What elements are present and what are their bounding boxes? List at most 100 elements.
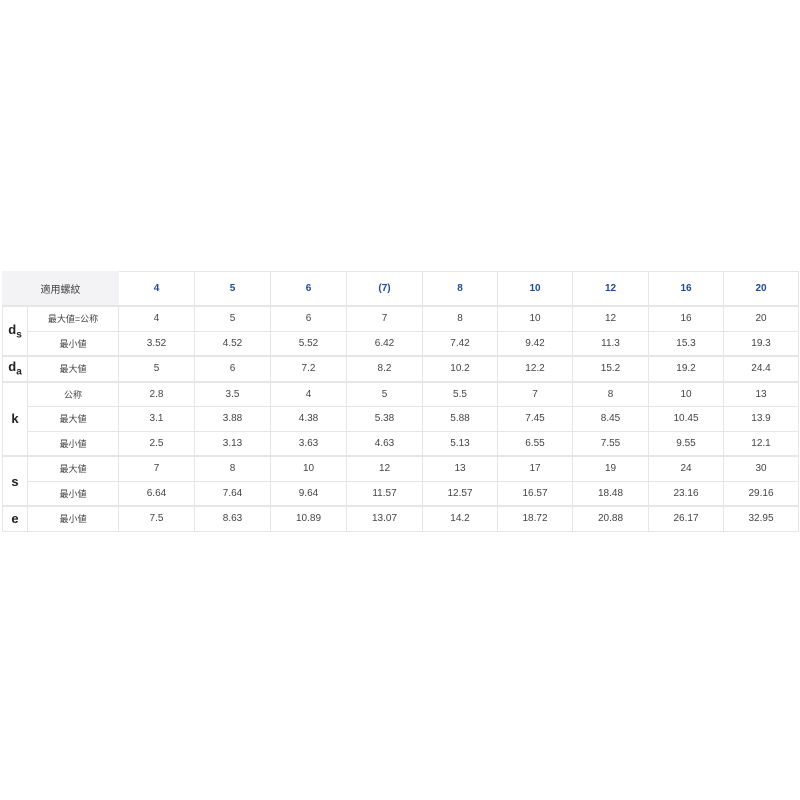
column-header: 12	[572, 271, 649, 307]
symbol-text: d	[8, 359, 17, 375]
row-label: 最大値=公称	[27, 305, 119, 332]
table-row: e 最小値 7.5 8.63 10.89 13.07 14.2 18.72 20.88 26.17…	[2, 505, 799, 532]
value-cell: 4.38	[270, 406, 347, 432]
column-header: 5	[194, 271, 271, 307]
value-cell: 7	[497, 380, 573, 407]
symbol-cell: e	[2, 505, 28, 532]
value-cell: 5	[194, 305, 271, 332]
value-cell: 15.3	[648, 330, 724, 357]
thread-header-label: 適用螺紋	[2, 271, 119, 307]
table-row: da 最大値 5 6 7.2 8.2 10.2 12.2 15.2 19.2 24.4	[2, 355, 799, 382]
symbol-cell: ds	[2, 305, 28, 357]
value-cell: 13	[422, 455, 498, 482]
value-cell: 10	[648, 380, 724, 407]
value-cell: 3.52	[118, 330, 195, 357]
value-cell: 13.9	[723, 406, 799, 432]
value-cell: 8.2	[346, 355, 423, 382]
value-cell: 19.3	[723, 330, 799, 357]
value-cell: 24	[648, 455, 724, 482]
symbol-subscript: a	[16, 367, 22, 379]
value-cell: 29.16	[723, 480, 799, 507]
value-cell: 4.63	[346, 430, 423, 457]
value-cell: 3.63	[270, 430, 347, 457]
value-cell: 10.45	[648, 406, 724, 432]
value-cell: 9.42	[497, 330, 573, 357]
value-cell: 7.42	[422, 330, 498, 357]
value-cell: 18.48	[572, 480, 649, 507]
value-cell: 13.07	[346, 505, 423, 532]
value-cell: 6	[270, 305, 347, 332]
value-cell: 7	[118, 455, 195, 482]
value-cell: 16	[648, 305, 724, 332]
table-row: 最小値 2.5 3.13 3.63 4.63 5.13 6.55 7.55 9.55 12.1	[3, 430, 799, 457]
table-row: s 最大値 7 8 10 12 13 17 19 24 30	[2, 455, 799, 507]
column-header: 20	[723, 271, 799, 307]
value-cell: 3.13	[194, 430, 271, 457]
value-cell: 7.64	[194, 480, 271, 507]
table-row: ds 最大値=公称 4 5 6 7 8 10 12 16 20	[2, 305, 799, 357]
value-cell: 12.57	[422, 480, 498, 507]
value-cell: 7.5	[118, 505, 195, 532]
value-cell: 10	[497, 305, 573, 332]
value-cell: 6.55	[497, 430, 573, 457]
value-cell: 26.17	[648, 505, 724, 532]
dimension-table: 適用螺紋 4 5 6 (7) 8 10 12 16 20 ds 最大値=公称 4 5 6 7 8 10 12 16…	[2, 271, 799, 532]
value-cell: 5	[346, 380, 423, 407]
row-label: 最小値	[27, 330, 119, 357]
value-cell: 7	[346, 305, 423, 332]
value-cell: 9.55	[648, 430, 724, 457]
value-cell: 5.52	[270, 330, 347, 357]
symbol-text: d	[8, 321, 17, 337]
value-cell: 8	[422, 305, 498, 332]
symbol-cell: s	[2, 455, 28, 507]
value-cell: 6.64	[118, 480, 195, 507]
value-cell: 14.2	[422, 505, 498, 532]
value-cell: 10.89	[270, 505, 347, 532]
value-cell: 3.5	[194, 380, 271, 407]
value-cell: 7.55	[572, 430, 649, 457]
symbol-cell: da	[2, 355, 28, 382]
symbol-cell: k	[2, 380, 28, 457]
value-cell: 5.38	[346, 406, 423, 432]
table-row: k 公称 2.8 3.5 4 5 5.5 7 8 10 13	[2, 380, 799, 457]
value-cell: 4	[270, 380, 347, 407]
value-cell: 3.88	[194, 406, 271, 432]
row-label: 最大値	[27, 406, 119, 432]
header-row: 適用螺紋 4 5 6 (7) 8 10 12 16 20	[2, 271, 799, 307]
value-cell: 15.2	[572, 355, 649, 382]
row-label: 最小値	[27, 480, 119, 507]
value-cell: 8.45	[572, 406, 649, 432]
value-cell: 9.64	[270, 480, 347, 507]
value-cell: 6.42	[346, 330, 423, 357]
value-cell: 3.1	[118, 406, 195, 432]
value-cell: 2.8	[118, 380, 195, 407]
table-row: 最小値 6.64 7.64 9.64 11.57 12.57 16.57 18.48 23.16…	[3, 480, 799, 507]
value-cell: 16.57	[497, 480, 573, 507]
column-header: 8	[422, 271, 498, 307]
symbol-subscript: s	[16, 329, 22, 341]
value-cell: 19	[572, 455, 649, 482]
symbol-text: k	[11, 411, 19, 427]
value-cell: 11.3	[572, 330, 649, 357]
value-cell: 24.4	[723, 355, 799, 382]
column-header: 16	[648, 271, 724, 307]
value-cell: 8	[572, 380, 649, 407]
symbol-text: s	[11, 473, 19, 489]
value-cell: 5.13	[422, 430, 498, 457]
value-cell: 17	[497, 455, 573, 482]
value-cell: 30	[723, 455, 799, 482]
value-cell: 6	[194, 355, 271, 382]
value-cell: 19.2	[648, 355, 724, 382]
value-cell: 20.88	[572, 505, 649, 532]
value-cell: 11.57	[346, 480, 423, 507]
column-header: 6	[270, 271, 347, 307]
row-label: 最大値	[27, 455, 119, 482]
value-cell: 7.2	[270, 355, 347, 382]
value-cell: 12	[346, 455, 423, 482]
value-cell: 12.2	[497, 355, 573, 382]
value-cell: 12.1	[723, 430, 799, 457]
value-cell: 5	[118, 355, 195, 382]
value-cell: 20	[723, 305, 799, 332]
value-cell: 18.72	[497, 505, 573, 532]
value-cell: 13	[723, 380, 799, 407]
